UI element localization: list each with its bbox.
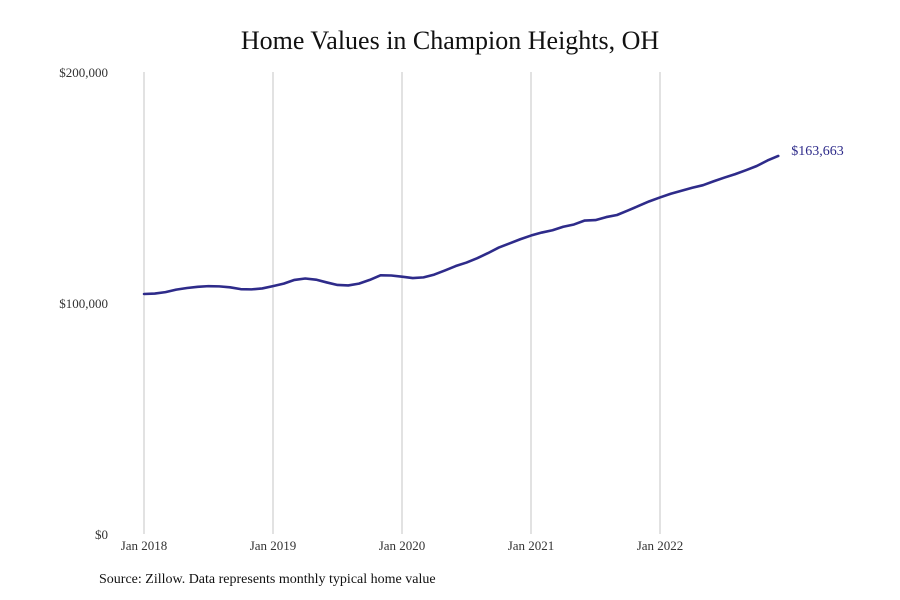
data-point bbox=[369, 279, 370, 280]
data-point bbox=[627, 210, 628, 211]
data-point bbox=[487, 253, 488, 254]
end-value-label: $163,663 bbox=[791, 144, 844, 159]
data-point bbox=[358, 283, 359, 284]
data-point bbox=[552, 230, 553, 231]
source-note: Source: Zillow. Data represents monthly … bbox=[99, 572, 436, 587]
data-point bbox=[530, 235, 531, 236]
data-point bbox=[165, 292, 166, 293]
data-point bbox=[670, 193, 671, 194]
data-point bbox=[154, 293, 155, 294]
data-point bbox=[412, 277, 413, 278]
data-point bbox=[573, 224, 574, 225]
data-point bbox=[391, 275, 392, 276]
data-point bbox=[348, 285, 349, 286]
data-point bbox=[778, 155, 779, 156]
y-tick-label: $0 bbox=[95, 527, 108, 542]
series-line bbox=[142, 154, 780, 296]
data-point bbox=[498, 247, 499, 248]
data-point bbox=[466, 262, 467, 263]
x-tick-label: Jan 2021 bbox=[508, 538, 555, 553]
chart-title: Home Values in Champion Heights, OH bbox=[240, 26, 660, 55]
gridlines bbox=[143, 72, 661, 534]
data-point bbox=[143, 293, 144, 294]
data-point bbox=[294, 279, 295, 280]
data-point bbox=[756, 165, 757, 166]
series-layer: $163,663 bbox=[142, 144, 844, 296]
data-point bbox=[326, 282, 327, 283]
data-point bbox=[305, 278, 306, 279]
data-point bbox=[649, 201, 650, 202]
data-point bbox=[724, 177, 725, 178]
data-point bbox=[315, 279, 316, 280]
data-point bbox=[240, 289, 241, 290]
data-point bbox=[713, 181, 714, 182]
x-tick-label: Jan 2022 bbox=[637, 538, 684, 553]
axis-labels: Jan 2018 Jan 2019 Jan 2020 Jan 2021 Jan 2022… bbox=[59, 65, 683, 553]
data-point bbox=[423, 277, 424, 278]
data-point bbox=[272, 286, 273, 287]
data-point bbox=[735, 174, 736, 175]
data-point bbox=[584, 220, 585, 221]
data-point bbox=[434, 274, 435, 275]
data-point bbox=[595, 219, 596, 220]
y-tick-label: $100,000 bbox=[59, 296, 108, 311]
data-point bbox=[509, 243, 510, 244]
x-tick-label: Jan 2018 bbox=[121, 538, 168, 553]
x-tick-label: Jan 2020 bbox=[379, 538, 426, 553]
data-point bbox=[692, 187, 693, 188]
data-point bbox=[401, 276, 402, 277]
data-point bbox=[616, 214, 617, 215]
data-point bbox=[208, 286, 209, 287]
data-point bbox=[251, 289, 252, 290]
data-point bbox=[638, 205, 639, 206]
data-point bbox=[380, 275, 381, 276]
data-point bbox=[563, 226, 564, 227]
data-point bbox=[283, 283, 284, 284]
data-point bbox=[606, 216, 607, 217]
data-point bbox=[262, 288, 263, 289]
data-point bbox=[541, 232, 542, 233]
data-point bbox=[219, 286, 220, 287]
y-tick-label: $200,000 bbox=[59, 65, 108, 80]
data-point bbox=[520, 239, 521, 240]
data-point bbox=[229, 287, 230, 288]
data-point bbox=[681, 190, 682, 191]
data-point bbox=[455, 265, 456, 266]
data-point bbox=[767, 160, 768, 161]
x-tick-label: Jan 2019 bbox=[250, 538, 297, 553]
data-point bbox=[745, 170, 746, 171]
data-point bbox=[659, 197, 660, 198]
data-point bbox=[477, 258, 478, 259]
data-point bbox=[337, 284, 338, 285]
data-point bbox=[444, 270, 445, 271]
data-point bbox=[197, 286, 198, 287]
data-point bbox=[186, 287, 187, 288]
data-point bbox=[176, 289, 177, 290]
data-point bbox=[702, 185, 703, 186]
